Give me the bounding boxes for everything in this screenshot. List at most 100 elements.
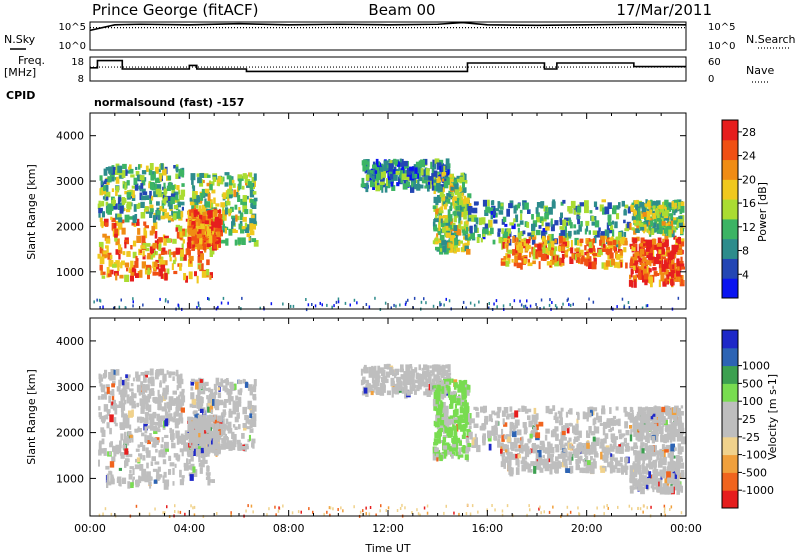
echo-cell bbox=[231, 179, 235, 183]
echo-cell bbox=[149, 246, 154, 253]
ground-scatter-cell bbox=[399, 303, 401, 307]
echo-cell bbox=[387, 180, 391, 184]
echo-cell bbox=[443, 410, 448, 418]
echo-cell bbox=[615, 406, 619, 411]
echo-cell bbox=[363, 387, 368, 394]
echo-cell bbox=[187, 416, 191, 421]
echo-cell bbox=[389, 177, 394, 184]
echo-cell bbox=[164, 212, 170, 219]
echo-cell bbox=[158, 394, 162, 401]
echo-cell bbox=[458, 223, 462, 229]
echo-cell bbox=[247, 384, 253, 391]
echo-cell bbox=[189, 464, 192, 470]
echo-cell bbox=[516, 469, 520, 473]
echo-cell bbox=[493, 435, 498, 441]
echo-cell bbox=[98, 459, 100, 467]
echo-cell bbox=[433, 224, 438, 232]
series-line-freq- bbox=[90, 59, 686, 73]
echo-cell bbox=[169, 257, 172, 262]
echo-cell bbox=[442, 434, 448, 439]
echo-cell bbox=[425, 378, 429, 384]
echo-cell bbox=[164, 402, 167, 411]
echo-cell bbox=[194, 215, 199, 220]
echo-cell bbox=[504, 228, 508, 233]
echo-cell bbox=[565, 251, 568, 255]
echo-cell bbox=[415, 372, 419, 379]
echo-cell bbox=[535, 452, 539, 460]
echo-cell bbox=[206, 395, 209, 400]
ground-scatter-cell bbox=[548, 303, 551, 307]
echo-cell bbox=[118, 481, 122, 486]
echo-cell bbox=[429, 365, 432, 369]
echo-cell bbox=[437, 420, 440, 428]
echo-cell bbox=[223, 214, 227, 221]
echo-cell bbox=[459, 176, 463, 184]
echo-cell bbox=[442, 437, 447, 443]
echo-cell bbox=[188, 271, 193, 280]
echo-cell bbox=[568, 451, 573, 457]
ground-scatter-cell bbox=[413, 296, 416, 300]
echo-cell bbox=[673, 211, 676, 216]
echo-cell bbox=[528, 244, 531, 250]
echo-cell bbox=[538, 225, 542, 229]
echo-cell bbox=[641, 269, 645, 275]
echo-cell bbox=[521, 464, 526, 472]
ground-scatter-cell bbox=[562, 302, 564, 306]
echo-cell bbox=[209, 253, 213, 257]
echo-cell bbox=[129, 434, 133, 438]
echo-cell bbox=[126, 437, 130, 446]
echo-cell bbox=[542, 454, 545, 459]
echo-cell bbox=[607, 462, 612, 468]
echo-cell bbox=[236, 439, 241, 445]
echo-cell bbox=[111, 401, 114, 406]
echo-cell bbox=[179, 194, 185, 200]
echo-cell bbox=[625, 444, 628, 449]
echo-cell bbox=[464, 454, 469, 461]
echo-cell bbox=[211, 202, 214, 211]
echo-cell bbox=[610, 225, 614, 230]
echo-cell bbox=[650, 279, 653, 288]
echo-cell bbox=[442, 245, 447, 253]
echo-cell bbox=[545, 405, 550, 414]
echo-cell bbox=[453, 217, 457, 223]
echo-cell bbox=[679, 263, 682, 271]
echo-cell bbox=[103, 251, 108, 255]
echo-cell bbox=[232, 183, 236, 188]
echo-cell bbox=[385, 371, 391, 378]
echo-cell bbox=[119, 247, 123, 254]
echo-cell bbox=[503, 407, 509, 414]
echo-cell bbox=[666, 262, 669, 269]
echo-cell bbox=[603, 438, 607, 444]
echo-cell bbox=[634, 238, 638, 244]
echo-cell bbox=[194, 381, 200, 390]
ground-scatter-cell bbox=[102, 305, 104, 309]
echo-cell bbox=[678, 245, 683, 249]
echo-cell bbox=[366, 182, 369, 189]
echo-cell bbox=[548, 408, 553, 415]
echo-cell bbox=[109, 427, 112, 435]
echo-cell bbox=[160, 215, 166, 220]
echo-cell bbox=[434, 183, 437, 192]
echo-cell bbox=[677, 273, 681, 282]
echo-cell bbox=[119, 422, 125, 430]
echo-cell bbox=[431, 183, 435, 191]
echo-cell bbox=[454, 184, 458, 189]
echo-cell bbox=[637, 266, 642, 271]
echo-cell bbox=[216, 422, 220, 430]
echo-cell bbox=[384, 380, 388, 384]
echo-cell bbox=[651, 244, 655, 250]
echo-cell bbox=[506, 244, 509, 253]
echo-cell bbox=[150, 376, 154, 381]
echo-cell bbox=[147, 267, 150, 275]
echo-cell bbox=[113, 445, 119, 454]
echo-cell bbox=[115, 186, 120, 193]
echo-cell bbox=[575, 425, 579, 434]
echo-cell bbox=[153, 261, 158, 267]
echo-cell bbox=[449, 446, 454, 452]
echo-cell bbox=[156, 184, 162, 190]
echo-cell bbox=[463, 400, 466, 407]
echo-cell bbox=[453, 425, 457, 434]
echo-cell bbox=[149, 198, 153, 205]
echo-cell bbox=[238, 183, 241, 191]
echo-cell bbox=[529, 433, 533, 439]
